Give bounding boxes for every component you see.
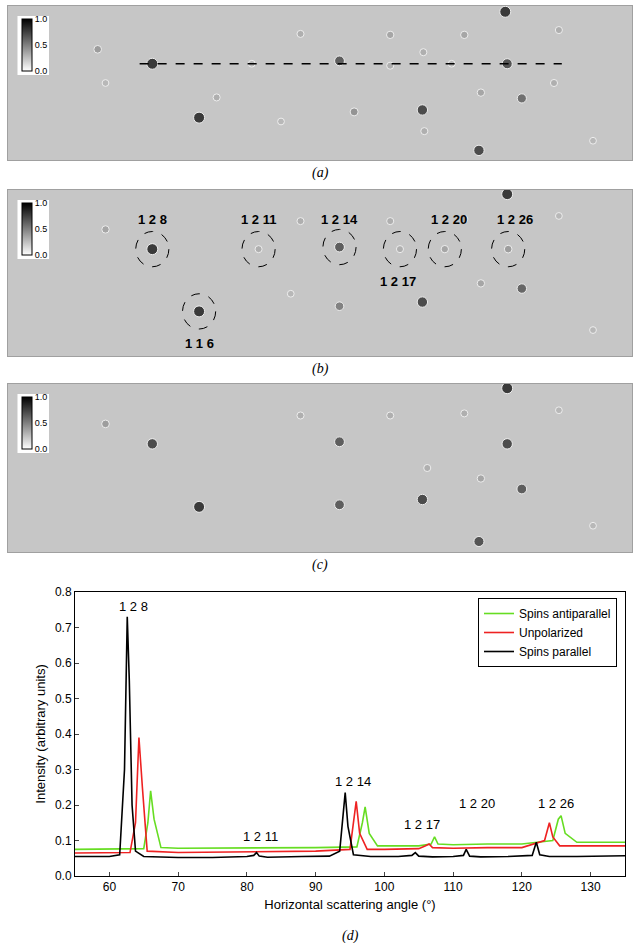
svg-text:1 2 11: 1 2 11	[243, 829, 278, 844]
svg-text:1 2 8: 1 2 8	[119, 599, 148, 614]
svg-text:(b): (b)	[312, 361, 329, 377]
svg-text:1 2 20: 1 2 20	[431, 212, 467, 227]
svg-text:1 2 20: 1 2 20	[459, 796, 495, 811]
svg-text:(a): (a)	[312, 165, 329, 181]
svg-text:0.0: 0.0	[35, 444, 48, 454]
svg-text:0.7: 0.7	[55, 621, 72, 635]
svg-text:100: 100	[374, 880, 394, 894]
svg-text:1 2 14: 1 2 14	[321, 212, 358, 227]
svg-text:70: 70	[171, 880, 185, 894]
svg-text:Spins parallel: Spins parallel	[519, 645, 591, 659]
svg-text:Horizontal scattering angle (°: Horizontal scattering angle (°)	[264, 897, 435, 912]
svg-text:0.5: 0.5	[35, 224, 48, 234]
svg-text:(d): (d)	[342, 928, 359, 943]
svg-text:0.0: 0.0	[35, 66, 48, 76]
svg-text:1.0: 1.0	[35, 392, 48, 402]
svg-text:1 2 8: 1 2 8	[138, 212, 167, 227]
svg-text:0.5: 0.5	[35, 418, 48, 428]
svg-text:Intensity (arbitrary units): Intensity (arbitrary units)	[33, 664, 48, 803]
svg-text:0.5: 0.5	[55, 692, 72, 706]
svg-text:110: 110	[444, 880, 463, 894]
svg-text:0.0: 0.0	[35, 250, 48, 260]
svg-text:90: 90	[309, 880, 323, 894]
svg-text:60: 60	[103, 880, 117, 894]
svg-text:1 1 6: 1 1 6	[185, 336, 214, 351]
svg-text:0.4: 0.4	[55, 727, 72, 741]
svg-text:80: 80	[240, 880, 254, 894]
svg-text:Unpolarized: Unpolarized	[519, 626, 583, 640]
svg-text:120: 120	[512, 880, 532, 894]
svg-text:0.1: 0.1	[55, 834, 72, 848]
svg-text:0.8: 0.8	[55, 585, 72, 599]
svg-text:0.0: 0.0	[55, 869, 72, 883]
svg-text:1 2 11: 1 2 11	[241, 212, 276, 227]
svg-text:0.2: 0.2	[55, 798, 72, 812]
svg-text:1 2 17: 1 2 17	[380, 274, 416, 289]
svg-text:1 2 14: 1 2 14	[335, 774, 371, 789]
svg-text:(c): (c)	[312, 557, 328, 573]
svg-text:1 2 26: 1 2 26	[538, 796, 574, 811]
svg-text:1 2 26: 1 2 26	[497, 212, 533, 227]
svg-text:Spins antiparallel: Spins antiparallel	[519, 607, 610, 621]
svg-text:0.3: 0.3	[55, 763, 72, 777]
svg-text:0.6: 0.6	[55, 656, 72, 670]
svg-text:1.0: 1.0	[35, 198, 48, 208]
svg-text:1 2 17: 1 2 17	[404, 817, 440, 832]
svg-text:0.5: 0.5	[35, 40, 48, 50]
svg-text:1.0: 1.0	[35, 14, 48, 24]
svg-text:130: 130	[581, 880, 601, 894]
